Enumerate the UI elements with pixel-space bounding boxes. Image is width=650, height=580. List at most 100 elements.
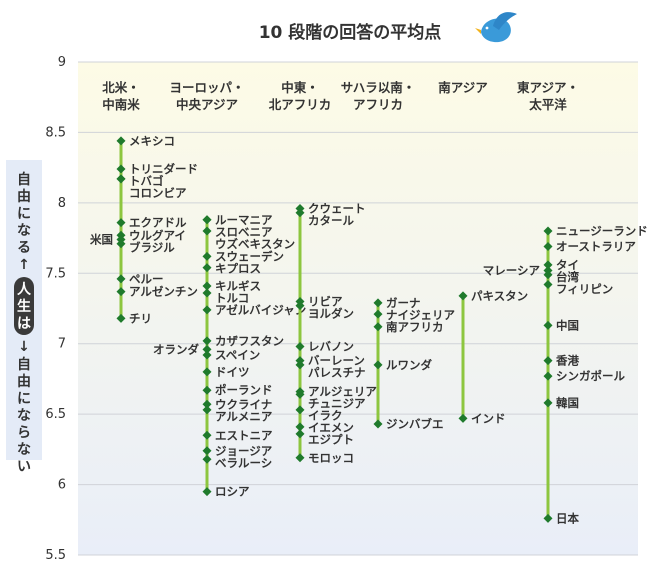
point-label: パキスタン — [471, 289, 528, 303]
svg-text:人: 人 — [17, 281, 32, 298]
arrow-down-icon: ↓ — [18, 339, 30, 355]
svg-text:る: る — [17, 240, 31, 256]
point-label: コロンビア — [129, 186, 187, 200]
data-point — [202, 336, 212, 346]
y-tick-label: 5.5 — [45, 548, 66, 563]
svg-text:ら: ら — [17, 425, 31, 441]
point-label: エストニア — [215, 428, 273, 442]
data-point — [202, 251, 212, 261]
point-label: ナイジェリア — [386, 308, 455, 322]
point-label: カタール — [308, 213, 354, 227]
data-point — [202, 350, 212, 360]
category-label: 中東・ — [281, 80, 319, 95]
point-label: オランダ — [153, 342, 199, 356]
data-point — [116, 136, 126, 146]
point-label: スロベニア — [215, 225, 273, 239]
point-label: リビア — [308, 294, 343, 308]
point-label: ポーランド — [215, 383, 273, 397]
data-point — [202, 399, 212, 409]
point-label: 米国 — [89, 232, 113, 246]
svg-text:生: 生 — [17, 298, 31, 315]
data-point — [543, 513, 553, 523]
point-label: ウズベキスタン — [215, 237, 295, 251]
point-label: ブラジル — [129, 240, 175, 254]
point-label: 日本 — [556, 511, 579, 525]
point-label: クウェート — [308, 201, 366, 215]
point-label: チリ — [129, 311, 152, 325]
point-label: レバノン — [308, 340, 354, 354]
data-point — [202, 263, 212, 273]
y-tick-label: 7 — [58, 337, 66, 352]
data-point — [295, 342, 305, 352]
point-label: ペルー — [129, 272, 164, 286]
point-label: 台湾 — [556, 270, 579, 284]
point-label: ベラルーシ — [215, 456, 272, 470]
category-label: ヨーロッパ・ — [169, 80, 244, 95]
arrow-up-icon: ↑ — [18, 257, 30, 273]
data-point — [202, 305, 212, 315]
data-point — [116, 174, 126, 184]
data-point — [295, 208, 305, 218]
point-label: トバゴ — [129, 174, 164, 188]
point-label: トリニダード — [129, 162, 198, 176]
data-point — [543, 320, 553, 330]
point-label: ドイツ — [215, 365, 250, 379]
data-point — [202, 288, 212, 298]
data-point — [543, 356, 553, 366]
point-label: インド — [471, 411, 506, 425]
y-tick-label: 6.5 — [45, 407, 66, 422]
data-point — [295, 301, 305, 311]
point-label: シンガポール — [556, 369, 625, 383]
data-point — [295, 389, 305, 399]
point-label: イラク — [308, 409, 343, 423]
y-tick-label: 7.5 — [45, 266, 66, 281]
svg-text:由: 由 — [17, 373, 31, 390]
y-tick-label: 6 — [58, 478, 66, 493]
data-point — [116, 313, 126, 323]
data-point — [373, 360, 383, 370]
point-label: 香港 — [555, 354, 579, 368]
data-point — [543, 270, 553, 280]
point-label: ジョージア — [215, 444, 273, 458]
ylabel-mid: 人生は — [17, 281, 32, 332]
data-point — [543, 371, 553, 381]
data-point — [373, 298, 383, 308]
ylabel-mid-badge — [14, 277, 34, 335]
plot-background — [78, 62, 638, 555]
category-label: アフリカ — [353, 97, 403, 112]
category-label: 南アジア — [438, 80, 488, 95]
point-label: バーレーン — [308, 354, 365, 368]
point-label: ヨルダン — [308, 306, 354, 320]
category-2: 中東・北アフリカクウェートカタールリビアヨルダンレバノンバーレーンパレスチナアル… — [269, 80, 378, 465]
data-point — [295, 422, 305, 432]
data-point — [202, 215, 212, 225]
category-label: 中南米 — [102, 97, 140, 112]
point-label: 中国 — [556, 318, 579, 332]
data-point — [202, 430, 212, 440]
svg-text:に: に — [17, 206, 31, 222]
point-label: ウクライナ — [215, 397, 272, 411]
svg-text:は: は — [17, 316, 31, 332]
data-point — [543, 242, 553, 252]
y-tick-label: 8 — [58, 196, 66, 211]
category-label: 北米・ — [102, 80, 140, 95]
point-label: エジプト — [308, 433, 354, 447]
bird-icon — [475, 12, 517, 43]
data-point — [458, 413, 468, 423]
point-label: ウルグアイ — [129, 228, 186, 242]
data-point — [202, 487, 212, 497]
data-point — [116, 239, 126, 249]
svg-text:由: 由 — [17, 188, 31, 205]
point-label: アルジェリア — [308, 385, 377, 399]
data-point — [458, 291, 468, 301]
point-label: スウェーデン — [215, 249, 284, 263]
data-point — [202, 446, 212, 456]
y-tick-label: 9 — [58, 55, 66, 70]
point-label: キプロス — [215, 261, 261, 275]
point-label: ロシア — [215, 485, 250, 499]
